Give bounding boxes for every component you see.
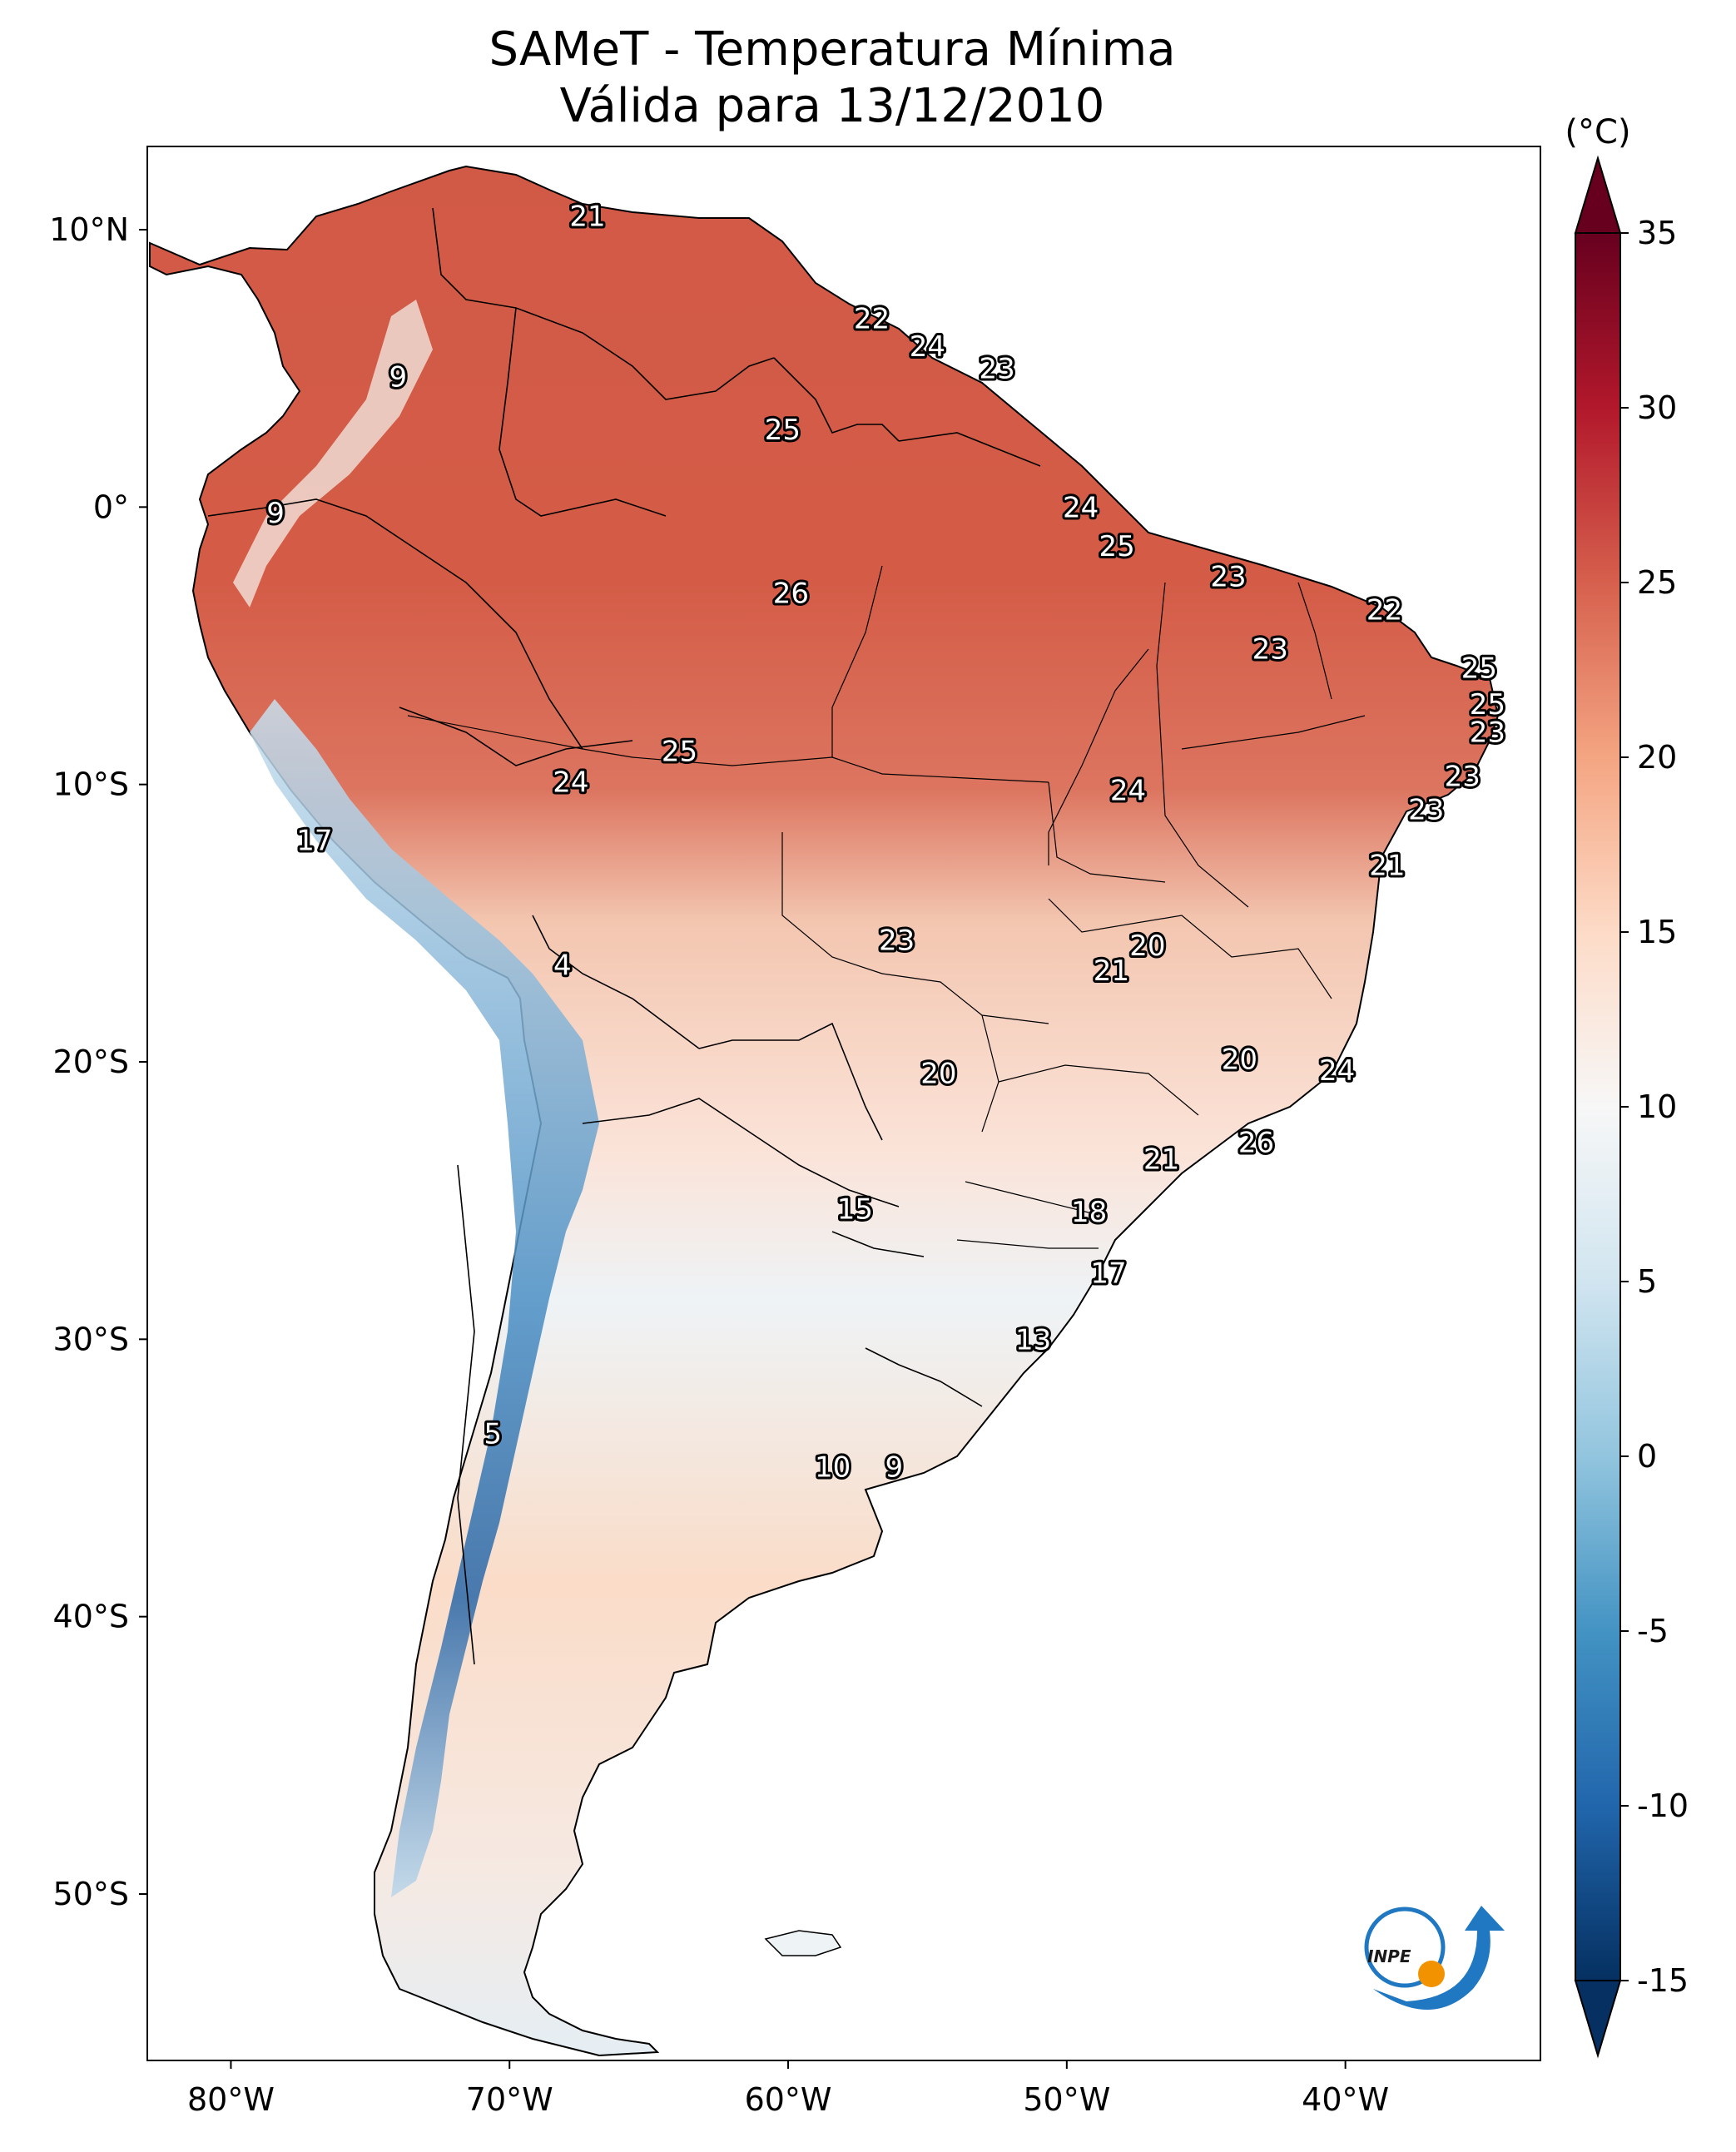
temperature-value-label: 22 [1366, 594, 1402, 627]
temperature-value-label: 4 [553, 949, 572, 982]
lat-tick-label: 40°S [53, 1599, 129, 1635]
temperature-value-label: 15 [837, 1193, 873, 1227]
temperature-value-label: 9 [266, 497, 285, 530]
country-borders [207, 207, 1041, 1665]
colorbar-max-arrow [1574, 155, 1622, 234]
temperature-value-label: 21 [1143, 1143, 1179, 1177]
temperature-value-label: 21 [1369, 849, 1405, 882]
lat-tick-label: 10°N [49, 211, 129, 248]
temperature-value-label: 23 [980, 353, 1015, 386]
colorbar-tick-label: 5 [1637, 1263, 1657, 1300]
temperature-value-label: 23 [1408, 794, 1444, 827]
andes-cold-band [250, 699, 599, 1897]
temperature-value-label: 24 [1319, 1054, 1355, 1088]
temperature-value-label: 24 [1110, 774, 1146, 807]
inpe-logo: INPE [1364, 1906, 1505, 2010]
temperature-value-label: 23 [1445, 761, 1481, 794]
temperature-value-label: 23 [1470, 716, 1505, 749]
map-title: SAMeT - Temperatura Mínima [489, 22, 1176, 77]
temperature-value-label: 25 [765, 414, 801, 447]
temperature-value-label: 23 [1210, 561, 1246, 594]
lon-tick-label: 60°W [745, 2081, 832, 2118]
lon-tick-label: 40°W [1302, 2081, 1389, 2118]
temperature-value-label: 20 [1222, 1044, 1257, 1077]
temperature-value-label: 20 [920, 1057, 956, 1090]
northern-andes [233, 300, 433, 607]
temperature-value-label: 24 [553, 766, 588, 799]
colorbar [1575, 232, 1621, 1981]
lon-tick-label: 50°W [1023, 2081, 1110, 2118]
colorbar-tick-label: 20 [1637, 739, 1677, 776]
lat-tick-label: 10°S [53, 766, 129, 803]
lon-tick-label: 70°W [466, 2081, 553, 2118]
temperature-value-label: 10 [815, 1451, 851, 1485]
lon-tick-label: 80°W [187, 2081, 275, 2118]
temperature-value-label: 21 [569, 200, 605, 233]
colorbar-tick-label: 35 [1637, 215, 1677, 251]
lat-tick-label: 50°S [53, 1876, 129, 1912]
svg-text:INPE: INPE [1367, 1946, 1411, 1966]
temperature-value-label: 26 [773, 578, 809, 611]
map-subtitle: Válida para 13/12/2010 [559, 79, 1105, 133]
temperature-value-label: 25 [1461, 652, 1497, 686]
colorbar-tick-label: 10 [1637, 1088, 1677, 1125]
temperature-value-label: 17 [296, 824, 332, 857]
falkland-islands [764, 1930, 842, 1956]
temperature-value-label: 18 [1071, 1196, 1107, 1229]
temperature-value-label: 9 [389, 361, 407, 394]
temperature-value-label: 25 [662, 736, 697, 769]
temperature-value-label: 5 [484, 1418, 502, 1451]
temperature-value-label: 26 [1238, 1127, 1274, 1160]
colorbar-unit: (°C) [1565, 113, 1630, 151]
lat-tick-label: 20°S [53, 1044, 129, 1080]
colorbar-tick-label: -5 [1637, 1613, 1669, 1649]
temperature-value-label: 13 [1015, 1323, 1051, 1356]
colorbar-tick-label: 25 [1637, 564, 1677, 601]
colorbar-tick-label: 0 [1637, 1438, 1657, 1475]
temperature-value-label: 23 [1252, 632, 1288, 666]
temperature-value-label: 24 [1063, 491, 1099, 524]
colorbar-tick-label: 30 [1637, 389, 1677, 426]
lat-tick-label: 30°S [53, 1321, 129, 1357]
colorbar-tick-label: 15 [1637, 914, 1677, 950]
temperature-value-label: 25 [1470, 688, 1505, 721]
temperature-value-label: 21 [1094, 955, 1129, 988]
state-borders [407, 565, 1366, 1249]
temperature-value-label: 20 [1129, 930, 1165, 963]
temperature-value-label: 22 [854, 303, 890, 336]
colorbar-min-arrow [1574, 1980, 1622, 2059]
temperature-value-label: 9 [885, 1451, 903, 1485]
lat-tick-label: 0° [93, 488, 129, 525]
colorbar-tick-label: -10 [1637, 1788, 1689, 1824]
temperature-value-label: 17 [1090, 1257, 1126, 1290]
temperature-value-label: 25 [1099, 530, 1134, 563]
colorbar-tick-label: -15 [1637, 1962, 1689, 1999]
temperature-value-label: 24 [910, 330, 945, 364]
temperature-value-label: 23 [879, 924, 915, 957]
